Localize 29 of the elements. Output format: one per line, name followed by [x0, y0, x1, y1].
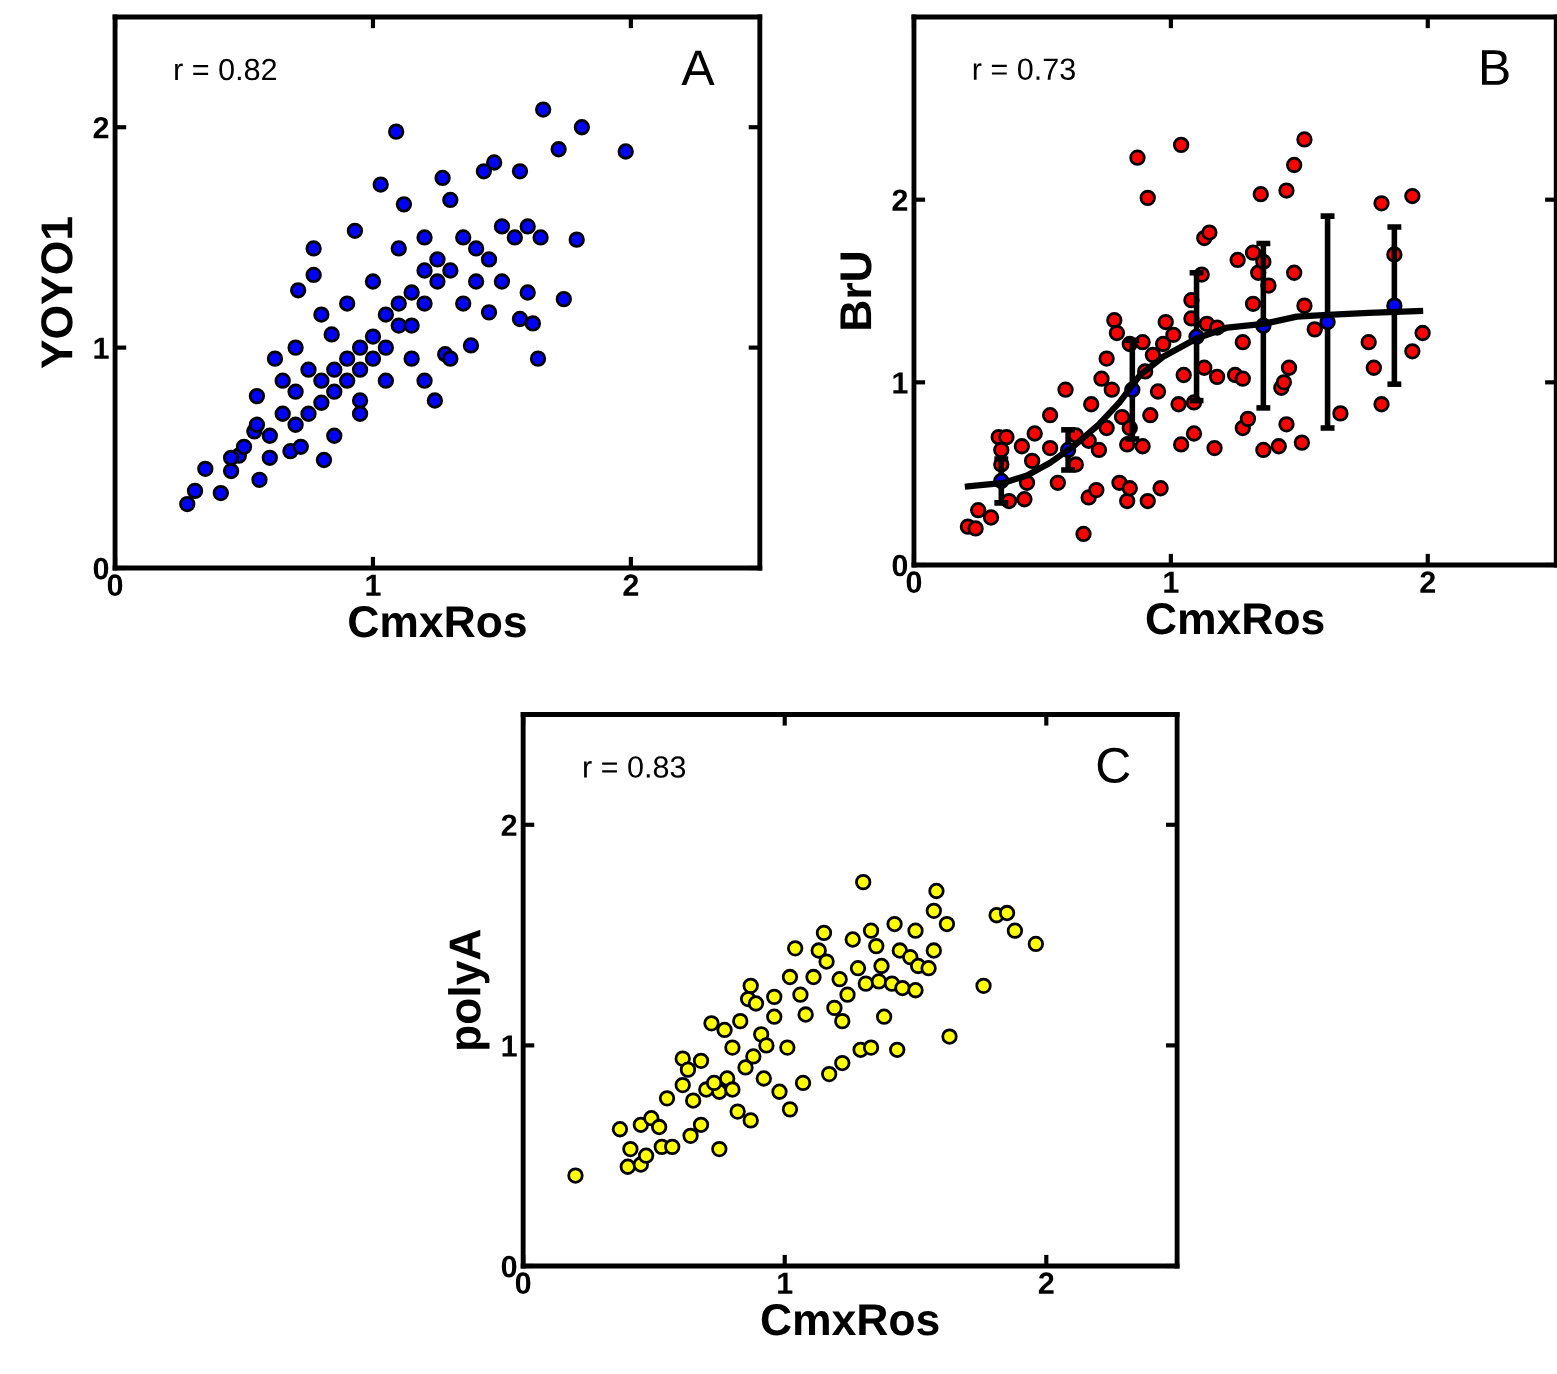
annotation: A: [681, 50, 715, 86]
x-tick-label: 0: [906, 571, 922, 593]
y-tick-label: 2: [892, 189, 908, 211]
y-tick-label: 0: [892, 554, 908, 577]
annotation: r = 0.73: [973, 58, 1075, 81]
y-tick-label: 1: [502, 1035, 517, 1057]
x-tick-label: 1: [778, 1272, 793, 1294]
y-tick-label: 1: [94, 337, 109, 359]
annotation: r = 0.82: [175, 58, 277, 81]
x-axis-title: CmxRos: [1146, 602, 1324, 635]
y-axis-title: BrU: [840, 252, 872, 329]
annotation: C: [1097, 747, 1130, 784]
x-tick-label: 1: [366, 574, 381, 596]
x-tick-label: 2: [1038, 1272, 1054, 1294]
y-tick-label: 1: [893, 372, 908, 394]
y-axis-title: polyA: [448, 929, 490, 1050]
y-axis-title: YOYO1: [41, 217, 73, 369]
y-tick-label: 2: [501, 814, 517, 836]
x-tick-label: 2: [623, 574, 639, 596]
x-axis-title: CmxRos: [761, 1303, 939, 1336]
y-tick-label: 0: [501, 1255, 517, 1278]
annotation: B: [1482, 50, 1509, 85]
y-tick-label: 2: [93, 116, 109, 139]
x-axis-title: CmxRos: [349, 606, 526, 638]
x-tick-label: 1: [1164, 571, 1179, 593]
x-tick-label: 0: [515, 1272, 531, 1294]
x-tick-label: 0: [107, 574, 123, 597]
annotation: r = 0.83: [584, 756, 686, 778]
x-tick-label: 2: [1420, 571, 1436, 593]
